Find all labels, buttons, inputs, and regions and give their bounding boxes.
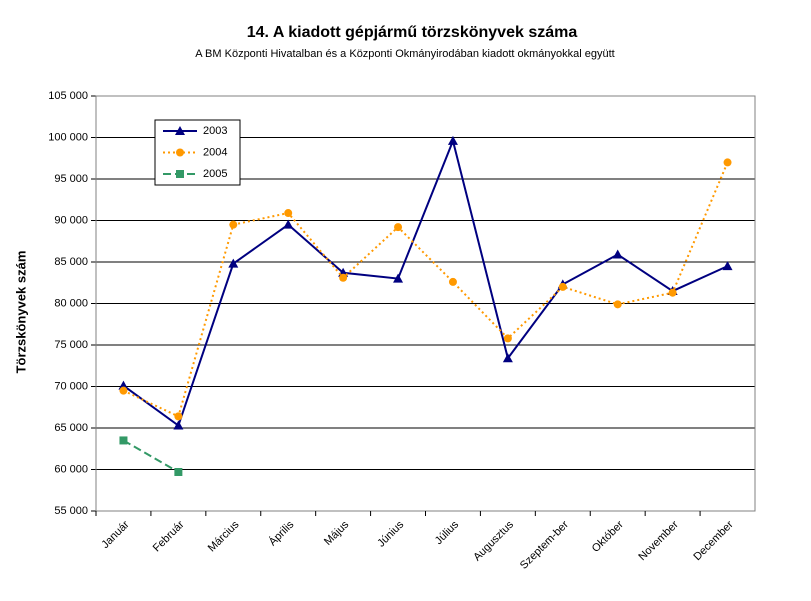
y-tick-label: 60 000 <box>54 463 88 475</box>
x-tick-label: Június <box>375 518 406 549</box>
y-tick-label: 90 000 <box>54 214 88 226</box>
marker <box>229 220 238 229</box>
y-axis-label: Törzskönyvek szám <box>13 251 28 374</box>
marker <box>612 249 623 259</box>
x-tick-label: Május <box>322 518 352 548</box>
x-tick-label: Szeptem-ber <box>518 518 571 571</box>
marker <box>228 258 239 268</box>
y-tick-label: 95 000 <box>54 173 88 185</box>
marker <box>394 223 403 232</box>
marker <box>502 353 513 363</box>
legend-label: 2003 <box>203 125 227 137</box>
marker <box>339 273 348 282</box>
marker <box>284 209 293 218</box>
marker <box>176 170 184 178</box>
legend-label: 2005 <box>203 168 227 180</box>
marker <box>174 467 183 476</box>
x-tick-label: Augusztus <box>471 518 516 563</box>
x-tick-label: Április <box>266 518 297 549</box>
series-line <box>123 162 729 418</box>
y-tick-label: 55 000 <box>54 505 88 517</box>
marker <box>723 158 732 167</box>
series-line <box>122 137 728 428</box>
x-tick-label: Március <box>206 518 242 554</box>
marker <box>668 288 677 297</box>
y-tick-label: 65 000 <box>54 422 88 434</box>
marker <box>119 436 128 445</box>
y-tick-label: 80 000 <box>54 297 88 309</box>
legend-label: 2004 <box>203 146 227 158</box>
marker <box>174 412 183 421</box>
x-tick-label: Február <box>151 518 187 554</box>
marker <box>173 420 184 430</box>
chart-title: 14. A kiadott gépjármű törzskönyvek szám… <box>247 24 578 41</box>
y-tick-label: 70 000 <box>54 380 88 392</box>
x-tick-label: Október <box>590 518 626 554</box>
marker <box>119 386 128 395</box>
y-tick-label: 100 000 <box>48 131 88 143</box>
x-tick-label: November <box>636 518 681 563</box>
marker <box>176 148 184 157</box>
series-line <box>122 439 179 473</box>
marker <box>722 261 733 271</box>
marker <box>613 300 622 309</box>
marker <box>448 277 457 286</box>
marker <box>118 380 129 390</box>
marker <box>175 126 185 135</box>
x-tick-label: December <box>691 518 736 563</box>
marker <box>393 273 404 283</box>
marker <box>503 334 512 343</box>
marker <box>447 135 458 145</box>
marker <box>283 219 294 229</box>
chart-subtitle: A BM Központi Hivatalban és a Központi O… <box>195 48 614 60</box>
y-tick-label: 75 000 <box>54 339 88 351</box>
y-tick-label: 85 000 <box>54 256 88 268</box>
x-tick-label: Július <box>433 518 462 547</box>
marker <box>558 282 567 291</box>
x-tick-label: Január <box>99 518 132 551</box>
y-tick-label: 105 000 <box>48 90 88 102</box>
